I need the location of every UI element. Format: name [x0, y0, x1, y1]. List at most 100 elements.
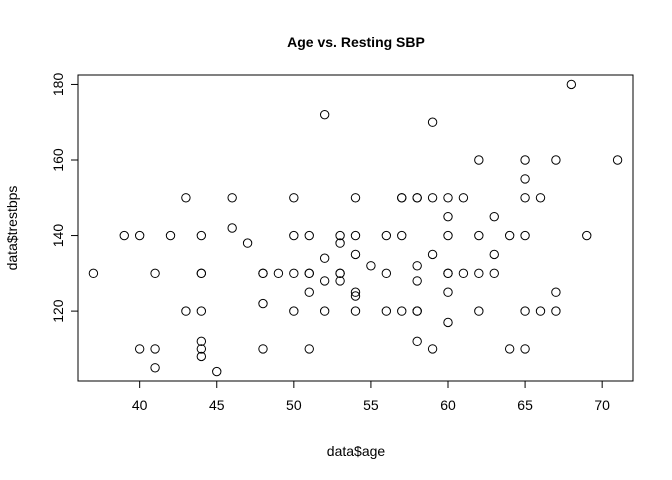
- data-point: [196, 336, 207, 347]
- data-point: [319, 306, 330, 316]
- data-point: [566, 79, 577, 90]
- data-point: [335, 230, 345, 241]
- data-point: [350, 249, 361, 260]
- data-point: [443, 317, 453, 328]
- data-point: [304, 344, 314, 354]
- data-point: [350, 306, 361, 316]
- data-point: [489, 211, 499, 222]
- data-point: [258, 344, 268, 354]
- data-point: [289, 306, 299, 316]
- data-point: [335, 238, 345, 248]
- data-point: [474, 230, 484, 241]
- data-point: [489, 268, 499, 279]
- data-point: [474, 268, 484, 279]
- data-point: [520, 344, 530, 354]
- data-point: [443, 211, 453, 222]
- data-point: [520, 306, 530, 316]
- y-tick-label: 140: [50, 224, 66, 248]
- data-point: [150, 268, 160, 279]
- data-point: [150, 363, 160, 373]
- data-point: [196, 344, 207, 354]
- data-point: [258, 268, 268, 279]
- data-point: [350, 230, 361, 241]
- data-point: [319, 109, 330, 120]
- data-point: [412, 306, 422, 316]
- x-tick-label: 50: [286, 397, 302, 413]
- data-point: [551, 155, 561, 165]
- data-point: [520, 230, 530, 241]
- data-point: [119, 230, 129, 241]
- data-point: [134, 230, 145, 241]
- data-point: [474, 155, 484, 165]
- data-point: [458, 268, 469, 279]
- data-point: [335, 276, 345, 286]
- data-point: [273, 268, 284, 279]
- data-point: [335, 268, 345, 279]
- data-point: [427, 193, 438, 203]
- y-axis-label: data$trestbps: [4, 186, 20, 271]
- x-axis: 40 45 50 55 60 65 70: [132, 380, 610, 413]
- x-tick-label: 70: [594, 397, 610, 413]
- data-point: [304, 287, 314, 297]
- data-point: [289, 230, 299, 241]
- data-point: [165, 230, 176, 241]
- x-tick-label: 40: [132, 397, 148, 413]
- data-point: [381, 268, 392, 279]
- data-point: [535, 306, 546, 316]
- data-point: [427, 117, 438, 127]
- data-point: [366, 261, 376, 271]
- x-tick-label: 55: [363, 397, 379, 413]
- data-point: [350, 287, 361, 297]
- data-point: [227, 223, 237, 233]
- data-point: [504, 230, 515, 241]
- data-point: [227, 193, 237, 203]
- data-point: [397, 306, 407, 316]
- data-point: [504, 344, 515, 354]
- data-point: [612, 155, 623, 165]
- data-point: [212, 366, 222, 377]
- data-point: [196, 306, 207, 316]
- data-point: [397, 230, 407, 241]
- x-tick-label: 60: [440, 397, 456, 413]
- y-tick-label: 180: [50, 73, 66, 97]
- data-point: [289, 193, 299, 203]
- data-point: [196, 230, 207, 241]
- data-point: [319, 276, 330, 286]
- data-point: [304, 268, 314, 279]
- x-tick-label: 65: [517, 397, 533, 413]
- data-point: [489, 249, 499, 260]
- data-point: [427, 344, 438, 354]
- data-point: [181, 193, 191, 203]
- data-point: [520, 155, 530, 165]
- x-axis-label: data$age: [327, 443, 386, 459]
- data-point: [350, 193, 361, 203]
- data-point: [289, 268, 299, 279]
- data-point: [551, 287, 561, 297]
- data-point: [134, 344, 145, 354]
- data-point: [412, 261, 422, 271]
- data-points: [88, 79, 623, 377]
- data-point: [196, 268, 207, 279]
- data-point: [443, 287, 453, 297]
- y-tick-label: 120: [50, 299, 66, 323]
- data-point: [381, 230, 392, 241]
- data-point: [412, 193, 422, 203]
- data-point: [520, 174, 530, 184]
- data-point: [150, 344, 160, 354]
- y-axis: 120 140 160 180: [50, 73, 79, 323]
- data-point: [196, 351, 207, 362]
- data-point: [443, 230, 453, 241]
- data-point: [412, 276, 422, 286]
- data-point: [181, 306, 191, 316]
- data-point: [350, 291, 361, 301]
- data-point: [242, 238, 253, 248]
- x-tick-label: 45: [209, 397, 225, 413]
- chart-title: Age vs. Resting SBP: [287, 34, 425, 50]
- data-point: [258, 298, 268, 309]
- data-point: [551, 306, 561, 316]
- data-point: [412, 336, 422, 347]
- data-point: [304, 230, 314, 241]
- data-point: [520, 193, 530, 203]
